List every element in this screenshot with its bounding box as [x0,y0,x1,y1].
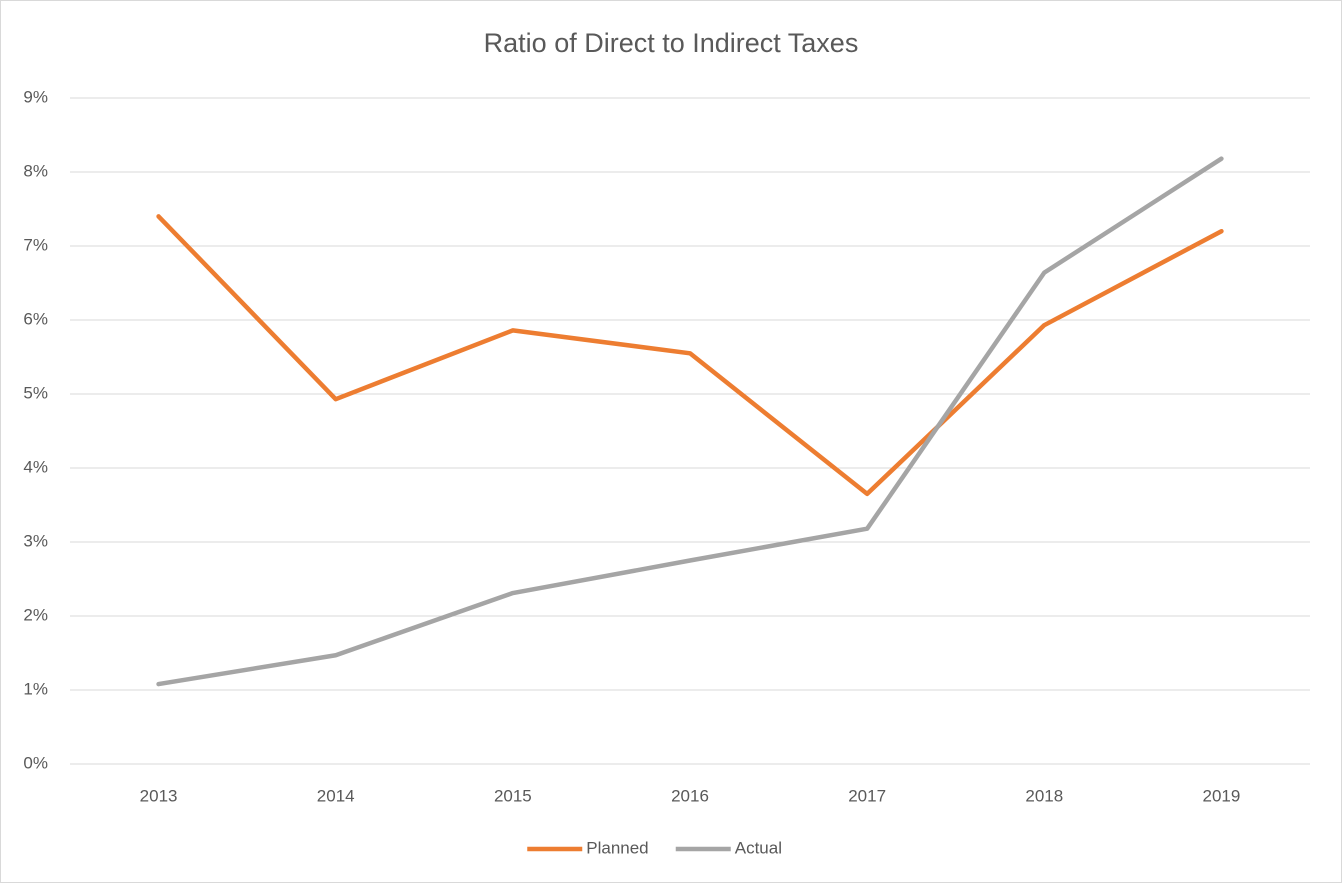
chart-title: Ratio of Direct to Indirect Taxes [484,28,859,58]
y-tick-label: 3% [23,531,48,550]
x-tick-label: 2013 [140,786,178,805]
series-line [156,156,1224,687]
x-tick-label: 2019 [1203,786,1241,805]
y-tick-label: 7% [23,235,48,254]
legend-label: Planned [586,838,648,857]
y-tick-label: 4% [23,457,48,476]
y-tick-label: 2% [23,605,48,624]
y-tick-label: 1% [23,679,48,698]
legend-label: Actual [735,838,782,857]
y-tick-label: 6% [23,309,48,328]
x-tick-label: 2014 [317,786,355,805]
y-tick-label: 5% [23,383,48,402]
x-tick-label: 2017 [848,786,886,805]
y-tick-label: 8% [23,161,48,180]
x-tick-label: 2016 [671,786,709,805]
x-tick-label: 2018 [1025,786,1063,805]
y-tick-label: 9% [23,87,48,106]
series-line [156,214,1224,497]
y-tick-label: 0% [23,753,48,772]
x-tick-label: 2015 [494,786,532,805]
